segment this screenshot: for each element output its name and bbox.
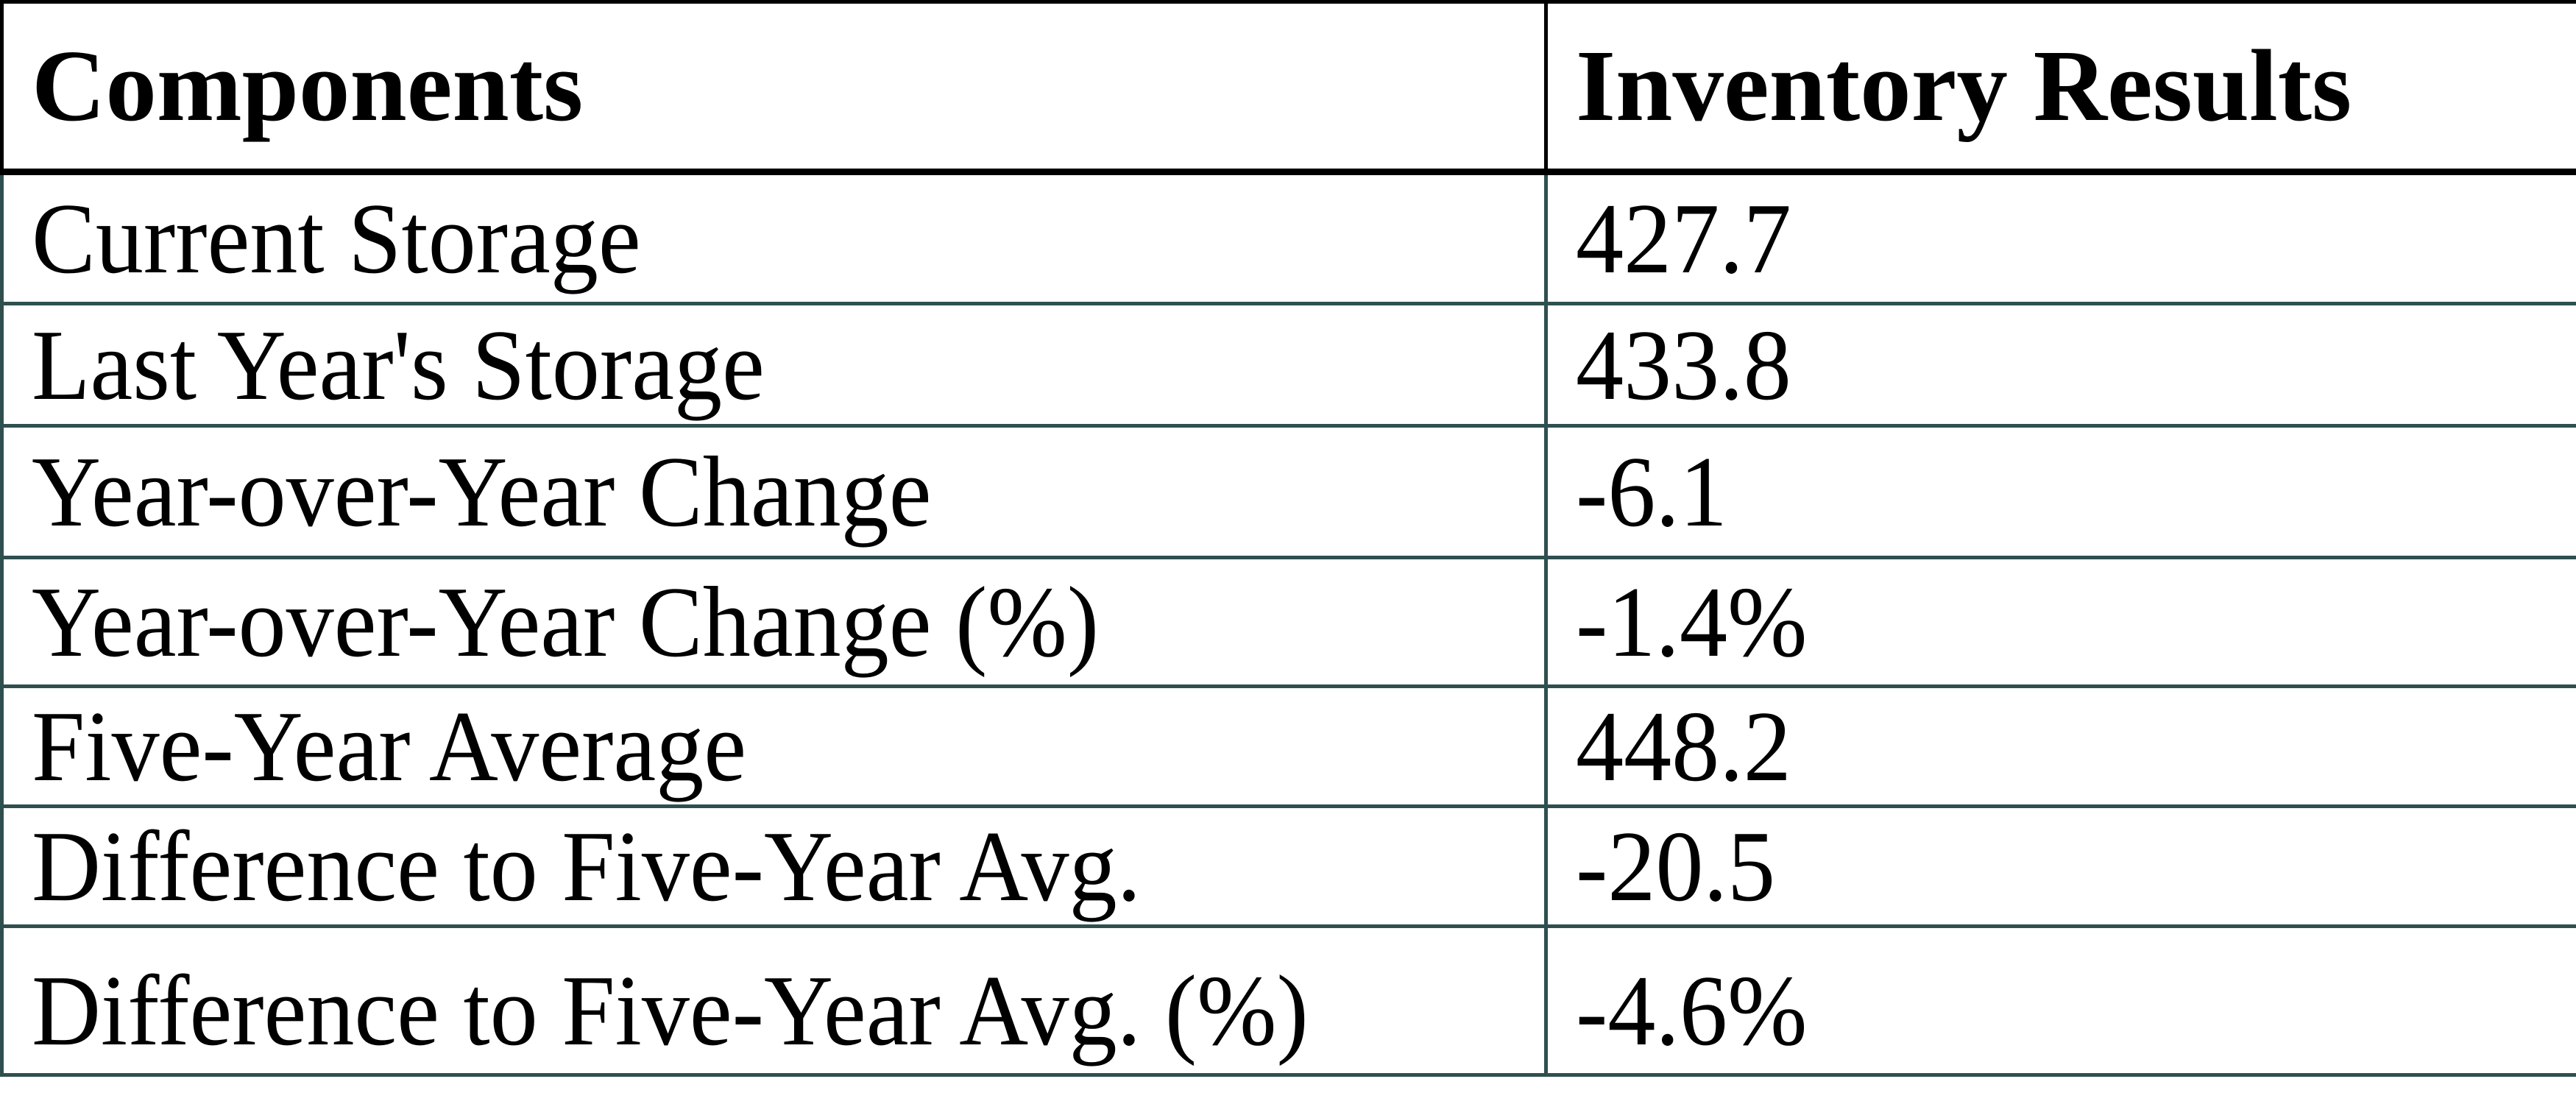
component-label: Difference to Five-Year Avg. (%) [32,954,1309,1066]
inventory-results-table: Components Inventory Results Current Sto… [0,0,2576,1077]
component-label: Year-over-Year Change [32,436,932,548]
component-cell: Year-over-Year Change (%) [0,556,1548,688]
value-label: 448.2 [1576,690,1791,802]
component-label: Current Storage [32,183,641,294]
table-row-last-year-storage: Last Year's Storage 433.8 [0,302,2576,428]
table-row-current-storage: Current Storage 427.7 [0,170,2576,305]
col-header-components-label: Components [32,29,584,143]
col-header-inventory-results: Inventory Results [1544,0,2576,175]
table-row-five-year-average: Five-Year Average 448.2 [0,684,2576,808]
value-label: 433.8 [1576,308,1791,421]
table-row-diff-five-year-avg: Difference to Five-Year Avg. -20.5 [0,804,2576,928]
value-cell: -4.6% [1544,924,2576,1077]
component-label: Difference to Five-Year Avg. [32,810,1142,922]
value-cell: -1.4% [1544,556,2576,688]
component-cell: Year-over-Year Change [0,424,1548,559]
component-label: Five-Year Average [32,690,747,802]
value-cell: -6.1 [1544,424,2576,559]
table-row-yoy-change-pct: Year-over-Year Change (%) -1.4% [0,556,2576,688]
component-cell: Current Storage [0,170,1548,305]
value-label: -6.1 [1576,436,1728,548]
component-cell: Last Year's Storage [0,302,1548,428]
value-cell: 433.8 [1544,302,2576,428]
component-label: Last Year's Storage [32,308,765,421]
component-cell: Five-Year Average [0,684,1548,808]
value-cell: -20.5 [1544,804,2576,928]
value-label: -4.6% [1576,954,1808,1066]
value-label: 427.7 [1576,183,1791,294]
component-cell: Difference to Five-Year Avg. [0,804,1548,928]
value-cell: 427.7 [1544,170,2576,305]
col-header-components: Components [0,0,1548,175]
value-label: -20.5 [1576,810,1776,922]
table-header: Components Inventory Results [0,0,2576,175]
value-cell: 448.2 [1544,684,2576,808]
value-label: -1.4% [1576,566,1808,678]
col-header-inventory-results-label: Inventory Results [1576,29,2352,143]
component-label: Year-over-Year Change (%) [32,566,1100,678]
table-row-diff-five-year-avg-pct: Difference to Five-Year Avg. (%) -4.6% [0,924,2576,1077]
table-body: Current Storage 427.7 Last Year's Storag… [0,170,2576,1077]
header-row: Components Inventory Results [0,0,2576,175]
component-cell: Difference to Five-Year Avg. (%) [0,924,1548,1077]
table-row-yoy-change: Year-over-Year Change -6.1 [0,424,2576,559]
